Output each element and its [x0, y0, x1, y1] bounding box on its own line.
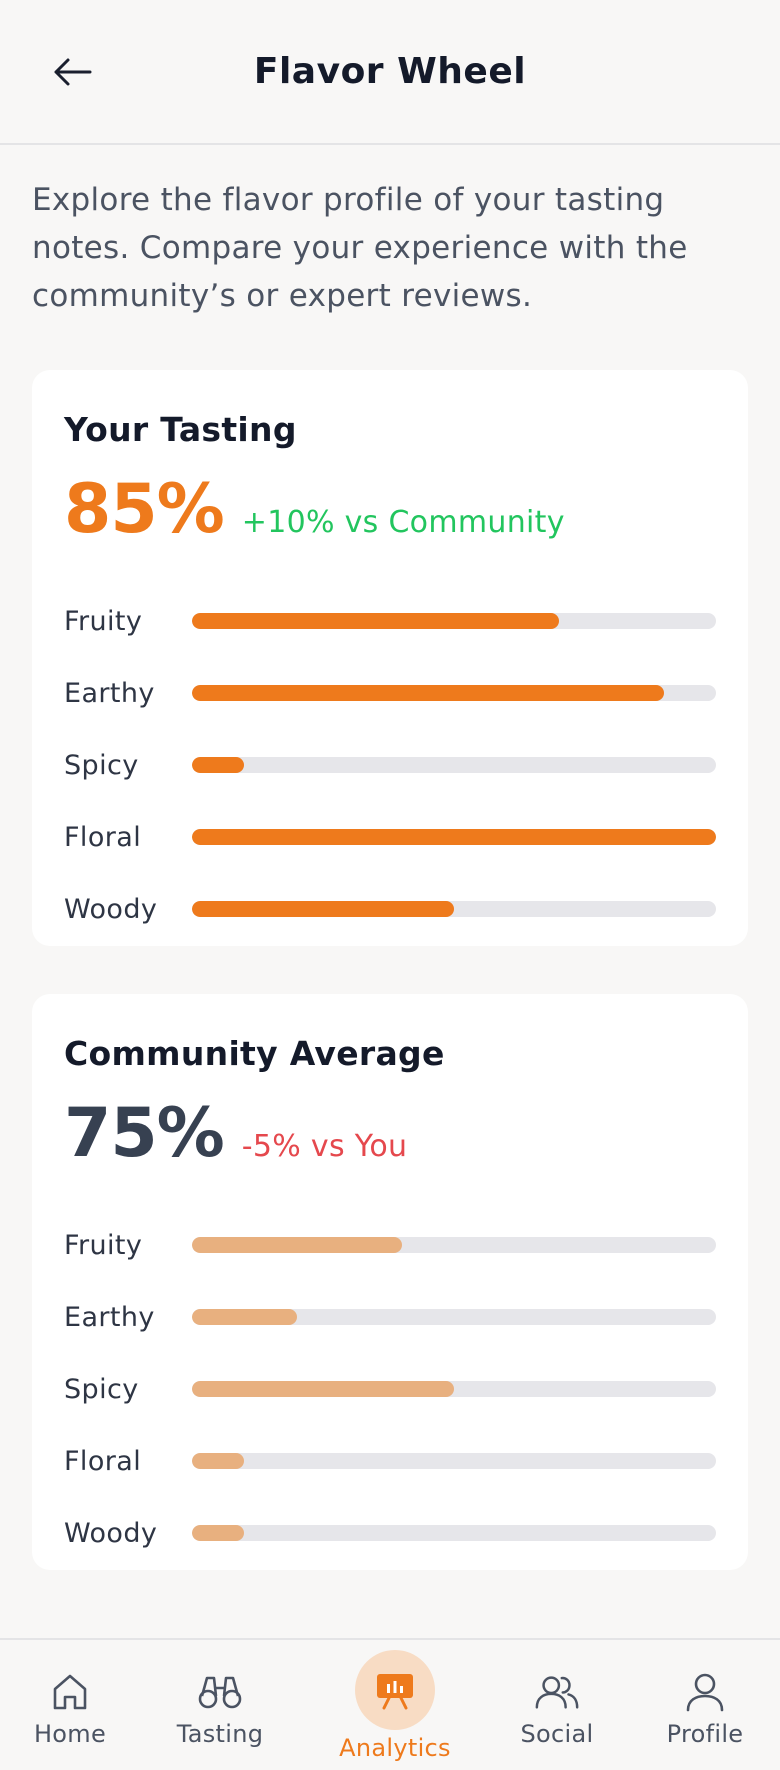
nav-label: Profile [666, 1720, 744, 1748]
score-row: 75% -5% vs You [64, 1094, 407, 1173]
flavor-row-floral: Floral [64, 801, 716, 873]
users-icon [533, 1670, 581, 1714]
user-icon [681, 1670, 729, 1714]
flavor-label: Spicy [64, 1373, 139, 1405]
nav-item-profile[interactable]: Profile [655, 1640, 755, 1770]
flavor-label: Earthy [64, 677, 155, 709]
flavor-label: Woody [64, 1517, 158, 1549]
nav-item-home[interactable]: Home [20, 1640, 120, 1770]
bar-track [192, 1237, 716, 1253]
flavor-row-spicy: Spicy [64, 729, 716, 801]
arrow-left-icon [54, 58, 92, 86]
flavor-row-earthy: Earthy [64, 657, 716, 729]
flavor-label: Floral [64, 821, 142, 853]
bar-fill [192, 757, 245, 773]
nav-label: Tasting [176, 1720, 264, 1748]
delta-badge: -5% vs You [241, 1129, 408, 1164]
intro-text: Explore the flavor profile of your tasti… [32, 182, 688, 314]
back-button[interactable] [44, 48, 100, 96]
flavor-label: Floral [64, 1445, 142, 1477]
flavor-row-floral: Floral [64, 1425, 716, 1497]
nav-label: Home [33, 1720, 107, 1748]
score-value: 85% [64, 470, 225, 549]
nav-item-tasting[interactable]: Tasting [170, 1640, 270, 1770]
bar-track [192, 1453, 716, 1469]
bottom-nav: Home Tasting Analytics Social Profile [0, 1638, 780, 1768]
card-title: Your Tasting [64, 410, 297, 449]
flavor-bars: Fruity Earthy Spicy Floral Woody [64, 585, 716, 945]
flavor-row-earthy: Earthy [64, 1281, 716, 1353]
bar-fill [192, 1453, 245, 1469]
binoculars-icon [196, 1670, 244, 1714]
bar-track [192, 1525, 716, 1541]
score-value: 75% [64, 1094, 225, 1173]
bar-fill [192, 1309, 297, 1325]
bar-fill [192, 901, 454, 917]
nav-label: Analytics [339, 1734, 451, 1762]
flavor-row-fruity: Fruity [64, 585, 716, 657]
bar-track [192, 901, 716, 917]
flavor-row-woody: Woody [64, 1497, 716, 1569]
flavor-label: Spicy [64, 749, 139, 781]
flavor-row-woody: Woody [64, 873, 716, 945]
bar-fill [192, 1237, 402, 1253]
nav-item-social[interactable]: Social [507, 1640, 607, 1770]
bar-track [192, 1381, 716, 1397]
bar-fill [192, 829, 716, 845]
bar-track [192, 1309, 716, 1325]
flavor-label: Woody [64, 893, 158, 925]
bar-track [192, 829, 716, 845]
flavor-label: Fruity [64, 1229, 143, 1261]
bar-fill [192, 613, 559, 629]
home-icon [46, 1670, 94, 1714]
bar-track [192, 685, 716, 701]
top-bar: Flavor Wheel [0, 0, 780, 145]
bar-fill [192, 1381, 454, 1397]
delta-badge: +10% vs Community [241, 505, 565, 540]
analytics-icon [355, 1650, 435, 1730]
score-row: 85% +10% vs Community [64, 470, 565, 549]
flavor-row-spicy: Spicy [64, 1353, 716, 1425]
community-average-card: Community Average 75% -5% vs You Fruity … [32, 994, 748, 1570]
nav-label: Social [520, 1720, 594, 1748]
page-title: Flavor Wheel [253, 51, 527, 92]
flavor-label: Earthy [64, 1301, 155, 1333]
flavor-label: Fruity [64, 605, 143, 637]
bar-fill [192, 1525, 245, 1541]
your-tasting-card: Your Tasting 85% +10% vs Community Fruit… [32, 370, 748, 946]
nav-item-analytics[interactable]: Analytics [330, 1640, 460, 1770]
flavor-row-fruity: Fruity [64, 1209, 716, 1281]
bar-fill [192, 685, 664, 701]
card-title: Community Average [64, 1034, 445, 1073]
bar-track [192, 757, 716, 773]
flavor-bars: Fruity Earthy Spicy Floral Woody [64, 1209, 716, 1569]
bar-track [192, 613, 716, 629]
